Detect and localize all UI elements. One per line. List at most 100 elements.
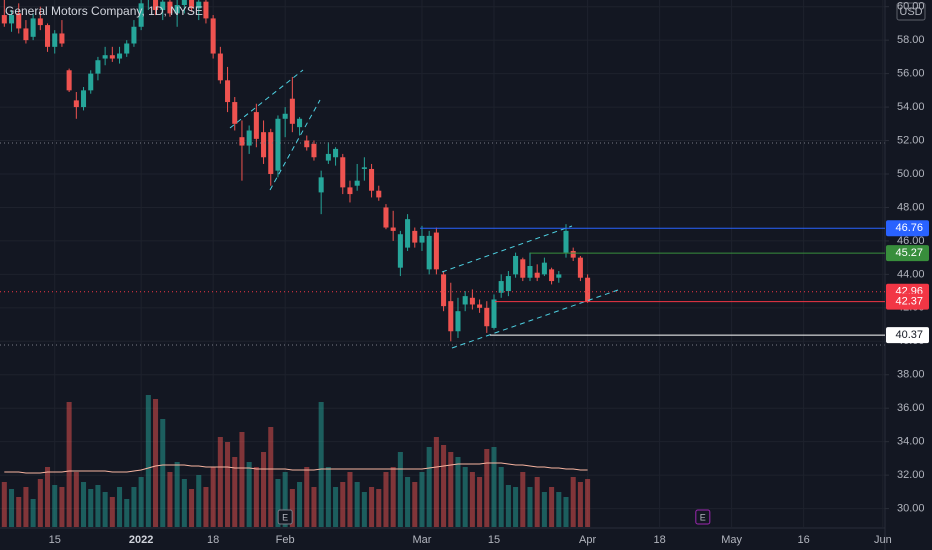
volume-bar bbox=[433, 437, 439, 527]
candle-body bbox=[333, 148, 339, 158]
chart-title: General Motors Company, 1D, NYSE bbox=[5, 4, 203, 18]
volume-bar bbox=[66, 402, 72, 527]
candle-body bbox=[189, 0, 195, 9]
candle-body bbox=[585, 277, 591, 302]
candle-body bbox=[563, 230, 569, 253]
candle-body bbox=[124, 43, 130, 54]
volume-bar bbox=[131, 487, 137, 527]
candle-body bbox=[232, 102, 238, 124]
x-tick-label: 18 bbox=[653, 534, 665, 546]
volume-bar bbox=[484, 449, 490, 527]
candle-body bbox=[397, 234, 403, 268]
price-label-box bbox=[886, 245, 929, 262]
candle-body bbox=[498, 281, 504, 293]
volume-bar bbox=[585, 479, 591, 527]
price-label: 40.37 bbox=[895, 329, 923, 341]
volume-bar bbox=[275, 479, 281, 527]
candle-body bbox=[138, 3, 144, 27]
y-tick-label: 50.00 bbox=[897, 168, 925, 180]
candle-body bbox=[95, 60, 101, 74]
candle-body bbox=[354, 180, 360, 186]
volume-bar bbox=[520, 472, 526, 527]
trend-lines bbox=[229, 69, 619, 349]
volume-bar bbox=[477, 477, 483, 527]
candle-body bbox=[66, 70, 72, 91]
volume-bar bbox=[570, 477, 576, 527]
price-label-box bbox=[886, 327, 929, 344]
candle-body bbox=[441, 274, 447, 307]
volume-bar bbox=[45, 467, 51, 527]
candle-body bbox=[268, 132, 274, 174]
volume-ma-line bbox=[4, 462, 588, 474]
volume-bar bbox=[153, 399, 159, 527]
candle-body bbox=[253, 112, 259, 139]
currency[interactable]: USD bbox=[899, 6, 922, 18]
candle-body bbox=[541, 262, 547, 275]
volume-bar bbox=[81, 482, 87, 527]
event-label: E bbox=[282, 512, 288, 522]
candle-body bbox=[88, 73, 94, 91]
x-tick-label: 15 bbox=[488, 534, 500, 546]
volume-bar bbox=[289, 489, 295, 527]
candle-body bbox=[325, 153, 331, 161]
currency-box[interactable] bbox=[896, 2, 926, 21]
candle-body bbox=[369, 168, 375, 191]
volume-bar bbox=[174, 462, 180, 527]
volume-bar bbox=[37, 479, 43, 527]
y-tick-label: 56.00 bbox=[897, 68, 925, 80]
volume-bar bbox=[167, 472, 173, 527]
volume-bar bbox=[419, 472, 425, 527]
candle-body bbox=[16, 13, 22, 29]
volume-bar bbox=[441, 445, 447, 527]
event-marker bbox=[695, 509, 711, 525]
volume-bar bbox=[513, 487, 519, 527]
y-tick-label: 58.00 bbox=[897, 34, 925, 46]
y-tick-label: 48.00 bbox=[897, 201, 925, 213]
volume-bar bbox=[390, 467, 396, 527]
volume-bar bbox=[383, 472, 389, 527]
trend-line bbox=[441, 225, 573, 273]
x-tick-label: Apr bbox=[579, 534, 596, 546]
volume-bar bbox=[210, 467, 216, 527]
volume-bar bbox=[347, 472, 353, 527]
plot-area bbox=[0, 0, 885, 527]
event-marker bbox=[277, 509, 293, 525]
price-label: 46.76 bbox=[895, 222, 923, 234]
volume-bar bbox=[181, 479, 187, 527]
candle-body bbox=[433, 232, 439, 270]
candle-body bbox=[59, 33, 65, 44]
volume-bar bbox=[30, 499, 36, 527]
candle-body bbox=[289, 98, 295, 124]
volume-bar bbox=[117, 487, 123, 527]
price-label-box bbox=[886, 220, 929, 237]
candle-body bbox=[196, 1, 202, 9]
candle-body bbox=[23, 28, 29, 41]
volume-bar bbox=[498, 467, 504, 527]
event-label: E bbox=[700, 512, 706, 522]
candle-body bbox=[174, 5, 180, 14]
volume-bar bbox=[397, 452, 403, 527]
volume-bar bbox=[297, 482, 303, 527]
volume-bar bbox=[369, 487, 375, 527]
candle-body bbox=[448, 301, 454, 332]
x-tick-label: 18 bbox=[207, 534, 219, 546]
volume-bar bbox=[469, 472, 475, 527]
y-tick-label: 32.00 bbox=[897, 469, 925, 481]
candle-body bbox=[131, 26, 137, 44]
volume-bar bbox=[232, 457, 238, 527]
volume-bar bbox=[505, 485, 511, 527]
volume-bar bbox=[376, 489, 382, 527]
volume-bar bbox=[88, 489, 94, 527]
candle-body bbox=[153, 0, 159, 11]
volume-bar bbox=[102, 492, 108, 527]
y-tick-label: 30.00 bbox=[897, 503, 925, 515]
y-tick-label: 46.00 bbox=[897, 235, 925, 247]
candle-body bbox=[376, 190, 382, 198]
volume-bar bbox=[405, 477, 411, 527]
volume-bar bbox=[23, 487, 29, 527]
candle-body bbox=[577, 257, 583, 278]
candle-body bbox=[383, 207, 389, 228]
candle-body bbox=[239, 137, 245, 146]
candle-body bbox=[52, 33, 58, 47]
